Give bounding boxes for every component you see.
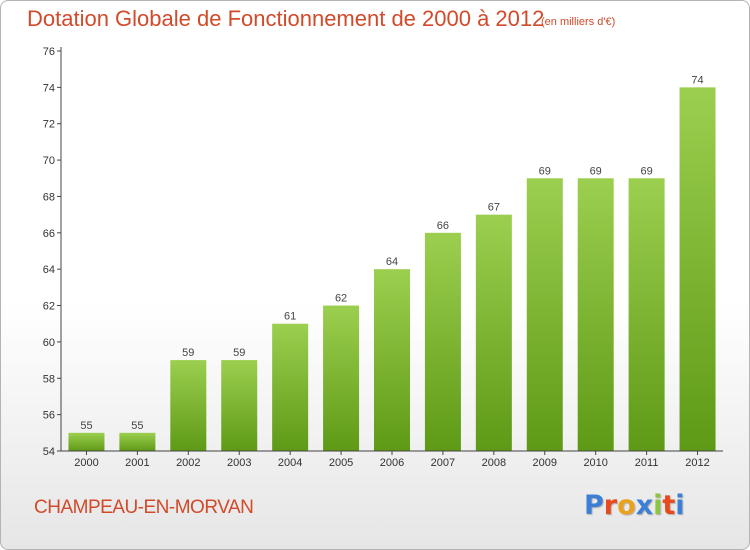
data-label: 64: [386, 256, 398, 268]
data-label: 66: [437, 220, 449, 232]
bar: [170, 360, 207, 451]
logo-letter: t: [662, 490, 676, 521]
y-tick-label: 76: [43, 46, 55, 58]
proxiti-logo: Proxiti: [584, 490, 685, 521]
y-tick-label: 60: [43, 337, 55, 349]
data-label: 55: [80, 420, 92, 432]
x-tick-label: 2005: [329, 457, 353, 469]
bar: [526, 178, 563, 452]
bar: [475, 214, 512, 451]
commune-name: CHAMPEAU-EN-MORVAN: [34, 497, 254, 518]
bar: [374, 269, 410, 451]
data-label: 55: [131, 420, 143, 432]
bar: [679, 87, 716, 451]
logo-letter: P: [584, 490, 604, 521]
bar: [323, 305, 360, 451]
y-tick-label: 56: [43, 410, 55, 422]
data-label: 67: [488, 202, 500, 214]
bar: [119, 432, 156, 451]
x-tick-label: 2000: [74, 457, 98, 469]
x-tick-label: 2003: [227, 457, 251, 469]
x-tick-label: 2004: [278, 457, 302, 469]
data-label: 74: [691, 74, 703, 86]
x-tick-label: 2006: [380, 457, 404, 469]
x-axis: 2000 2001 2002 2003 2004 2005 2006 2007 2008 2009…: [61, 450, 723, 469]
data-label: 69: [590, 165, 602, 177]
data-label: 61: [284, 311, 296, 323]
logo-letter: r: [603, 490, 618, 521]
y-tick-label: 54: [43, 446, 55, 458]
x-tick-label: 2007: [431, 457, 455, 469]
data-label: 62: [335, 293, 347, 305]
y-tick-label: 62: [43, 301, 55, 313]
y-tick-label: 72: [43, 119, 55, 131]
logo-letter: i: [653, 490, 663, 521]
y-tick-label: 58: [43, 373, 55, 385]
x-tick-label: 2012: [685, 457, 709, 469]
logo-letter: i: [675, 490, 685, 521]
data-label: 59: [182, 347, 194, 359]
chart-unit: (en milliers d'€): [541, 16, 616, 28]
y-tick-label: 74: [43, 82, 55, 94]
y-tick-label: 66: [43, 228, 55, 240]
bar: [272, 323, 309, 451]
data-label: 59: [233, 347, 245, 359]
data-label: 69: [539, 165, 551, 177]
bar: [221, 360, 258, 451]
logo-letter: o: [617, 490, 636, 521]
x-tick-label: 2009: [533, 457, 557, 469]
y-tick-label: 64: [43, 264, 55, 276]
bar: [424, 232, 461, 451]
y-tick-label: 70: [43, 155, 55, 167]
bars: 55 55 59 59 61 62 64 66 67 69 69 69 74: [68, 74, 716, 452]
x-tick-label: 2002: [176, 457, 200, 469]
x-tick-label: 2008: [482, 457, 506, 469]
y-axis: 54 56 58 60 62 64 66 68 70 72 74 76: [43, 46, 62, 458]
x-tick-label: 2011: [635, 457, 659, 469]
logo-letter: x: [635, 490, 654, 521]
bar: [68, 432, 105, 451]
chart-title: Dotation Globale de Fonctionnement de 20…: [27, 6, 545, 31]
data-label: 69: [640, 165, 652, 177]
x-tick-label: 2001: [125, 457, 149, 469]
y-tick-label: 68: [43, 191, 55, 203]
x-tick-label: 2010: [583, 457, 607, 469]
bar: [628, 178, 665, 452]
bar: [577, 178, 614, 452]
